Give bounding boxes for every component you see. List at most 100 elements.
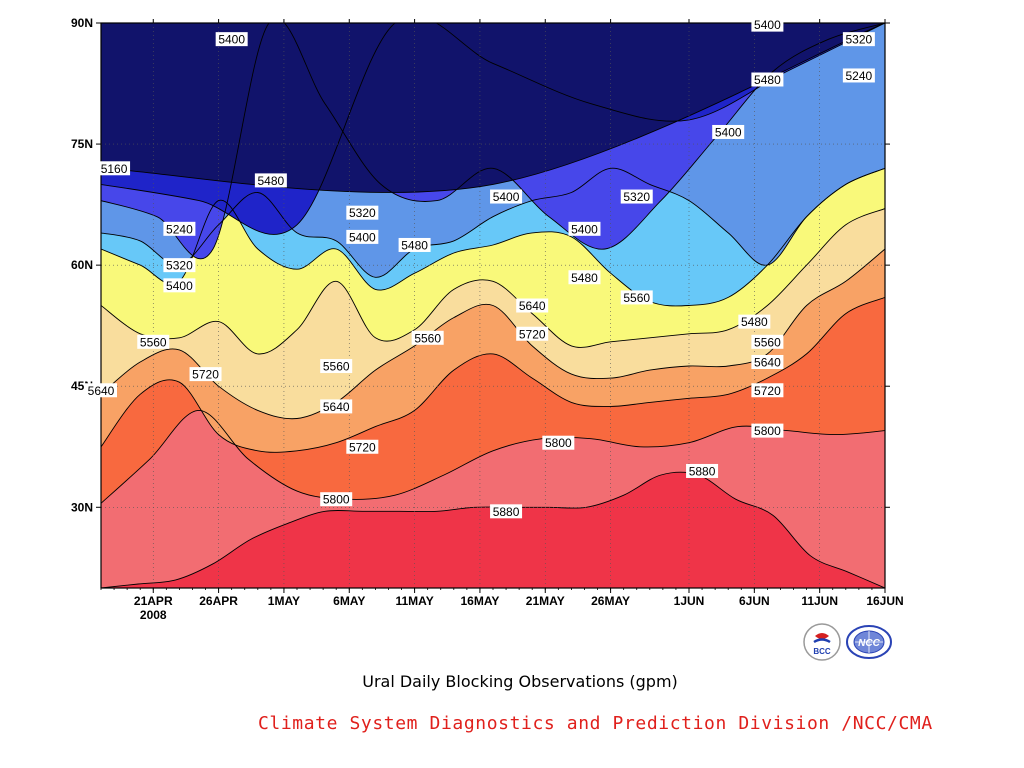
contour-label-text: 5480 [258, 174, 285, 188]
contour-label-text: 5640 [88, 384, 115, 398]
x-tick-label: 16MAY [460, 594, 499, 608]
contour-label-bg [189, 367, 222, 382]
contour-label-bg [320, 399, 353, 414]
contour-label-text: 5560 [323, 360, 350, 374]
contour-label-text: 5720 [192, 368, 219, 382]
contour-label-bg [137, 334, 170, 349]
contour-line-5400 [101, 167, 885, 278]
contour-label-text: 5560 [754, 335, 781, 349]
x-tick-label: 11JUN [801, 594, 838, 608]
contour-label-text: 5560 [623, 291, 650, 305]
x-tick-label: 21MAY [526, 594, 565, 608]
contour-label: 5560 [751, 334, 784, 349]
contour-label-bg [751, 72, 784, 87]
contour-label-text: 5480 [754, 73, 781, 87]
x-tick-label: 11MAY [395, 594, 433, 608]
contour-label-bg [516, 326, 549, 341]
footer-credit: Climate System Diagnostics and Predictio… [258, 713, 933, 734]
contour-label-bg [320, 492, 353, 507]
contour-label: 5640 [516, 298, 549, 313]
ncc-logo-icon: NCC [845, 624, 893, 660]
contour-label-text: 5880 [493, 505, 520, 519]
contour-label: 5800 [542, 435, 575, 450]
contour-label-bg [751, 17, 784, 32]
contour-label: 5720 [516, 326, 549, 341]
fill-band-5160 [101, 23, 885, 193]
contour-line-5320 [101, 23, 885, 260]
contour-label-text: 5800 [754, 424, 781, 438]
contour-label-text: 5400 [571, 222, 598, 236]
axis-ticks [96, 19, 890, 593]
contour-label-text: 5320 [349, 206, 376, 220]
contour-label: 5560 [411, 330, 444, 345]
contour-label-bg [98, 161, 131, 176]
contour-label-bg [620, 189, 653, 204]
contour-label-text: 5400 [349, 230, 376, 244]
contour-label-bg [346, 229, 379, 244]
contour-label: 5160 [98, 161, 131, 176]
contour-fills [101, 23, 885, 588]
contour-label: 5560 [320, 359, 353, 374]
x-tick-label: 16JUN [866, 594, 903, 608]
bcc-logo-text: BCC [813, 647, 831, 656]
contour-label: 5320 [842, 32, 875, 47]
ncc-logo-text: NCC [858, 638, 880, 649]
contour-label-bg [751, 334, 784, 349]
x-axis-labels: 21APR 26APR 1MAY 6MAY 11MAY 16MAY 21MAY 26MAY 1J… [134, 594, 904, 622]
contour-label-text: 5800 [545, 436, 572, 450]
contour-label-bg [254, 173, 287, 188]
contour-label-bg [712, 124, 745, 139]
contour-label-bg [85, 383, 117, 398]
contour-label-bg [686, 463, 719, 478]
contour-label-text: 5560 [414, 331, 441, 345]
contour-label-text: 5800 [323, 493, 350, 507]
contour-label: 5640 [320, 399, 353, 414]
contour-label-text: 5640 [519, 299, 546, 313]
contour-label-bg [751, 355, 784, 369]
y-tick-label: 60N [71, 258, 93, 272]
contour-label-text: 5640 [754, 356, 781, 370]
x-tick-label: 1JUN [674, 594, 705, 608]
contour-label: 5400 [163, 278, 196, 293]
contour-label-bg [842, 68, 875, 83]
x-year-label: 2008 [140, 608, 167, 622]
contour-label-bg [163, 278, 196, 293]
contour-label: 5720 [751, 383, 784, 398]
contour-label: 5880 [490, 504, 523, 519]
contour-label-bg [738, 314, 771, 329]
x-tick-label: 6MAY [333, 594, 365, 608]
contour-label: 5400 [215, 32, 248, 47]
y-tick-label: 90N [71, 16, 93, 30]
contour-label-text: 5240 [166, 222, 193, 236]
contour-label-text: 5480 [571, 271, 598, 285]
x-tick-label: 21APR [134, 594, 173, 608]
contour-label: 5800 [320, 492, 353, 507]
contour-label-text: 5320 [166, 259, 193, 273]
contour-line-5800 [101, 409, 885, 504]
contour-labels: 5400 5160 5480 5240 5320 5400 5480 5320 5400 5560… [85, 17, 875, 519]
contour-label-bg [568, 221, 601, 236]
contour-label: 5240 [163, 221, 196, 236]
contour-label-text: 5880 [689, 464, 716, 478]
contour-label: 5640 [751, 355, 784, 370]
contour-label-bg [751, 383, 784, 398]
bcc-logo-icon: BCC [802, 622, 842, 662]
contour-label-bg [346, 205, 379, 220]
contour-label-text: 5560 [140, 335, 167, 349]
contour-label: 5480 [254, 173, 287, 188]
contour-label-bg [751, 423, 784, 438]
contour-label-text: 5240 [846, 69, 873, 83]
contour-label: 5800 [751, 423, 784, 438]
contour-label-bg [490, 504, 523, 519]
contour-label: 5400 [751, 17, 784, 32]
contour-label: 5480 [568, 270, 601, 285]
contour-label-bg [320, 359, 353, 374]
contour-label: 5560 [620, 290, 653, 305]
contour-line-5240 [101, 23, 885, 235]
contour-label-bg [490, 189, 523, 204]
contour-label-text: 5480 [741, 315, 768, 329]
contour-label-text: 5400 [166, 279, 193, 293]
contour-label-text: 5400 [754, 18, 781, 32]
contour-label-text: 5400 [218, 33, 245, 47]
contour-label-text: 5640 [323, 400, 350, 414]
